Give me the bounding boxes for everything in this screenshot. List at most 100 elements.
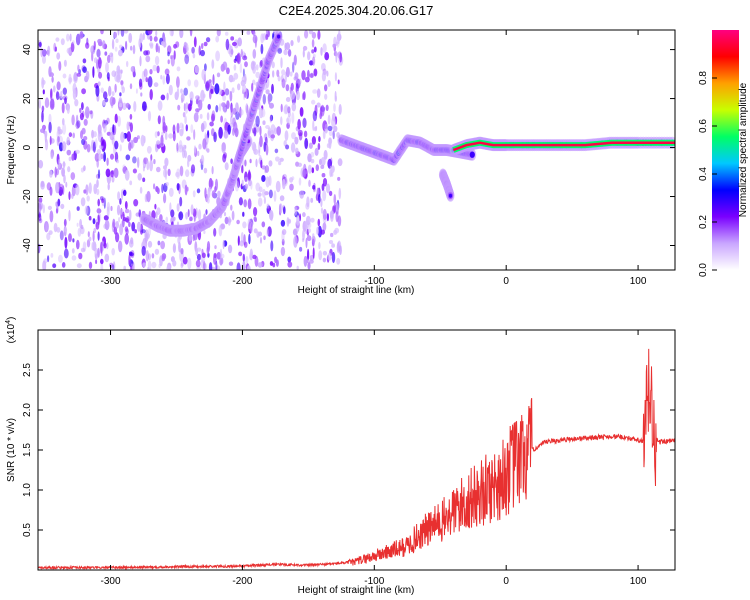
noise-speck (190, 164, 196, 174)
noise-speck (252, 49, 257, 59)
noise-speck (146, 145, 152, 154)
noise-speck (320, 207, 324, 214)
noise-speck (95, 259, 98, 265)
noise-speck (100, 30, 104, 35)
noise-speck (261, 175, 266, 182)
noise-speck (71, 255, 77, 261)
noise-speck (129, 265, 133, 270)
noise-speck (208, 262, 213, 270)
noise-speck (118, 240, 123, 253)
noise-speck (270, 240, 274, 252)
y-tick-label: 1.5 (22, 443, 33, 457)
spectrogram-y-ticks: -40 -20 0 20 40 (22, 44, 675, 253)
noise-speck (242, 84, 247, 93)
noise-speck (155, 30, 158, 36)
noise-speck (248, 169, 251, 180)
noise-speck (64, 97, 67, 105)
noise-speck (111, 38, 115, 50)
noise-speck (287, 261, 293, 268)
noise-speck (92, 141, 96, 153)
noise-speck (147, 260, 152, 270)
noise-speck (329, 210, 334, 219)
noise-speck (80, 167, 85, 173)
noise-speck (337, 79, 340, 85)
colorbar-tick-label: 0.0 (698, 263, 709, 277)
noise-speck (107, 54, 111, 64)
noise-speck (176, 142, 179, 152)
noise-speck (114, 83, 117, 93)
noise-speck (327, 252, 332, 261)
noise-speck (278, 203, 283, 214)
noise-speck (338, 104, 342, 115)
noise-speck (166, 264, 171, 270)
noise-speck (120, 69, 123, 74)
noise-speck (198, 99, 203, 111)
noise-speck (115, 221, 119, 229)
noise-speck (295, 147, 299, 154)
spectrogram-traces-layer (139, 30, 675, 237)
noise-speck (299, 190, 305, 199)
noise-speck (48, 230, 53, 236)
noise-speck (293, 235, 298, 248)
noise-speck (236, 219, 240, 225)
noise-speck (170, 209, 175, 218)
noise-speck (164, 131, 168, 141)
noise-speck (185, 212, 189, 220)
noise-speck (272, 70, 275, 78)
noise-speck (97, 214, 100, 226)
noise-speck (209, 121, 214, 127)
noise-speck (332, 130, 335, 140)
noise-speck (263, 196, 266, 204)
noise-speck (124, 201, 128, 210)
noise-speck (193, 210, 196, 222)
noise-speck (248, 233, 251, 245)
noise-speck (104, 219, 110, 231)
noise-speck (167, 168, 171, 177)
noise-speck (242, 253, 245, 263)
noise-speck (179, 196, 183, 207)
noise-speck (80, 224, 84, 230)
noise-speck (312, 56, 316, 66)
noise-speck (117, 115, 121, 127)
noise-speck (291, 132, 296, 140)
noise-speck (320, 229, 326, 235)
noise-speck (143, 50, 149, 56)
noise-speck (134, 229, 138, 234)
noise-speck (133, 136, 139, 144)
snr-panel: -300 -200 -100 0 100 0.5 1.0 1.5 2.0 2.5 Height … (5, 317, 676, 596)
noise-speck (282, 173, 287, 180)
noise-speck (258, 231, 262, 237)
noise-speck (154, 203, 157, 210)
noise-speck (148, 253, 151, 261)
noise-speck (253, 207, 258, 217)
noise-speck (187, 159, 190, 168)
noise-speck (105, 168, 111, 178)
noise-speck (97, 231, 100, 241)
noise-speck (331, 243, 335, 248)
noise-speck (302, 117, 307, 128)
noise-speck (122, 189, 127, 196)
noise-speck (298, 78, 302, 85)
noise-speck (280, 246, 286, 257)
noise-speck (285, 42, 291, 50)
noise-speck (147, 240, 153, 248)
noise-speck (294, 206, 298, 216)
noise-speck (318, 136, 321, 143)
noise-speck (244, 183, 249, 190)
noise-speck (330, 232, 334, 238)
noise-speck (201, 252, 206, 259)
noise-speck (320, 104, 325, 117)
noise-speck (48, 113, 52, 125)
noise-speck (137, 157, 140, 169)
noise-speck (88, 261, 93, 269)
noise-speck (101, 40, 106, 49)
noise-speck (211, 266, 216, 270)
noise-speck (324, 123, 329, 134)
noise-speck (255, 71, 261, 79)
noise-speck (252, 34, 258, 44)
y-tick-label: 40 (22, 44, 33, 56)
noise-speck (100, 258, 104, 265)
noise-speck (87, 231, 90, 238)
noise-speck (242, 68, 245, 78)
noise-speck (216, 72, 221, 78)
